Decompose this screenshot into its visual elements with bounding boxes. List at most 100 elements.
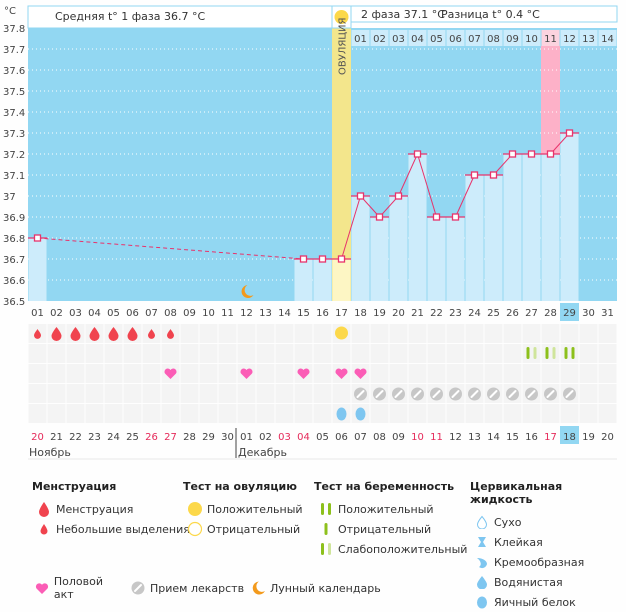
marker-cell	[142, 404, 161, 423]
marker-cell	[237, 384, 256, 403]
spotting-drop-icon	[34, 329, 41, 339]
phase2-average: 2 фаза 37.1 °C	[361, 8, 445, 21]
cycle-day-label: 15	[297, 308, 310, 319]
cycle-day-label: 10	[202, 308, 215, 319]
weak-bars-icon	[314, 542, 338, 556]
marker-cell	[598, 364, 617, 383]
post-ov-day-cell	[560, 30, 579, 46]
bbt-chart: Средняя t° 1 фаза 36.7 °C 2 фаза 37.1 °CР…	[3, 5, 618, 460]
legend-item-ov-positive: Положительный	[183, 499, 303, 519]
legend-item-preg-positive: Положительный	[314, 499, 467, 519]
calendar-date-label: 26	[145, 432, 158, 443]
calendar-date-label: 01	[240, 432, 253, 443]
marker-cell	[427, 364, 446, 383]
marker-cell	[313, 344, 332, 363]
post-ov-day-label: 02	[373, 34, 386, 45]
cycle-day-label: 03	[69, 308, 82, 319]
legend-other: Половой акт Прием лекарств Лунный календ…	[30, 575, 381, 601]
temperature-bar	[370, 217, 389, 301]
y-tick-label: 36.9	[3, 213, 25, 224]
marker-cell	[85, 384, 104, 403]
legend-item-dry: Сухо	[470, 512, 626, 532]
marker-cell	[142, 384, 161, 403]
marker-cell	[560, 324, 579, 343]
calendar-date-label: 14	[487, 432, 500, 443]
calendar-date-label: 25	[126, 432, 139, 443]
post-ov-day-cell	[503, 30, 522, 46]
marker-cell	[598, 384, 617, 403]
temperature-line-segment	[455, 174, 475, 218]
moon-icon	[246, 580, 270, 596]
marker-cell	[465, 324, 484, 343]
pill-stripe	[508, 390, 517, 398]
pregnancy-test-bar	[571, 347, 575, 359]
menstruation-drop-icon	[108, 327, 119, 342]
cycle-day-label: 01	[31, 308, 44, 319]
y-tick-label: 36.5	[3, 297, 25, 308]
ovulation-test-positive-icon	[335, 326, 348, 340]
legend-item-egg-white: Яичный белок	[470, 592, 626, 612]
marker-cell	[484, 404, 503, 423]
marker-cell	[598, 404, 617, 423]
post-ov-day-label: 06	[449, 34, 462, 45]
marker-cell	[47, 404, 66, 423]
post-ov-day-cell	[522, 30, 541, 46]
pill-stripe	[451, 390, 460, 398]
phase1-average: Средняя t° 1 фаза 36.7 °C	[55, 10, 205, 23]
cycle-day-label: 27	[525, 308, 538, 319]
marker-cell	[313, 364, 332, 383]
legend-title: Тест на овуляцию	[183, 480, 297, 493]
calendar-date-label: 03	[278, 432, 291, 443]
heart-icon	[297, 368, 310, 379]
pill-stripe	[356, 390, 365, 398]
cycle-day-label: 02	[50, 308, 63, 319]
highlight-column	[541, 46, 560, 154]
post-ov-day-label: 01	[354, 34, 367, 45]
marker-cell	[275, 404, 294, 423]
temperature-bar	[503, 154, 522, 301]
calendar-date-label: 16	[525, 432, 538, 443]
post-ov-day-cell	[408, 30, 427, 46]
calendar-date-label: 09	[392, 432, 405, 443]
marker-cell	[408, 324, 427, 343]
marker-cell	[503, 404, 522, 423]
calendar-date-label: 02	[259, 432, 272, 443]
marker-cell	[256, 344, 275, 363]
post-ov-day-cell	[389, 30, 408, 46]
marker-cell	[446, 324, 465, 343]
marker-cell	[199, 364, 218, 383]
post-ov-day-label: 12	[563, 34, 576, 45]
marker-cell	[104, 384, 123, 403]
legend-item-intercourse: Половой акт	[30, 575, 126, 601]
marker-cell	[465, 364, 484, 383]
temperature-difference: Разница t° 0.4 °C	[441, 8, 540, 21]
marker-cell	[218, 344, 237, 363]
post-ov-day-cell	[579, 30, 598, 46]
cycle-day-label: 20	[392, 308, 405, 319]
calendar-date-label: 11	[430, 432, 443, 443]
marker-cell	[503, 344, 522, 363]
y-tick-label: 37.3	[3, 129, 25, 140]
temperature-line-segment	[398, 153, 418, 197]
legend-pregnancy-test: Тест на беременность Положительный Отриц…	[314, 480, 467, 559]
temperature-point	[489, 171, 498, 179]
marker-cell	[66, 404, 85, 423]
marker-cell	[47, 384, 66, 403]
circle-outline-icon	[183, 521, 207, 537]
marker-cell	[389, 364, 408, 383]
cycle-day-label: 19	[373, 308, 386, 319]
calendar-date-label: 24	[107, 432, 120, 443]
cycle-day-label: 13	[259, 308, 272, 319]
ovulation-column	[332, 28, 351, 301]
marker-cell	[503, 364, 522, 383]
temperature-bar	[522, 154, 541, 301]
marker-cell	[85, 364, 104, 383]
marker-cell	[275, 344, 294, 363]
calendar-date-label: 05	[316, 432, 329, 443]
creamy-icon	[470, 555, 494, 569]
one-bar-icon	[314, 522, 338, 536]
marker-cell	[142, 364, 161, 383]
marker-cell	[389, 324, 408, 343]
temperature-point	[33, 234, 42, 242]
temperature-line-segment	[341, 195, 361, 260]
